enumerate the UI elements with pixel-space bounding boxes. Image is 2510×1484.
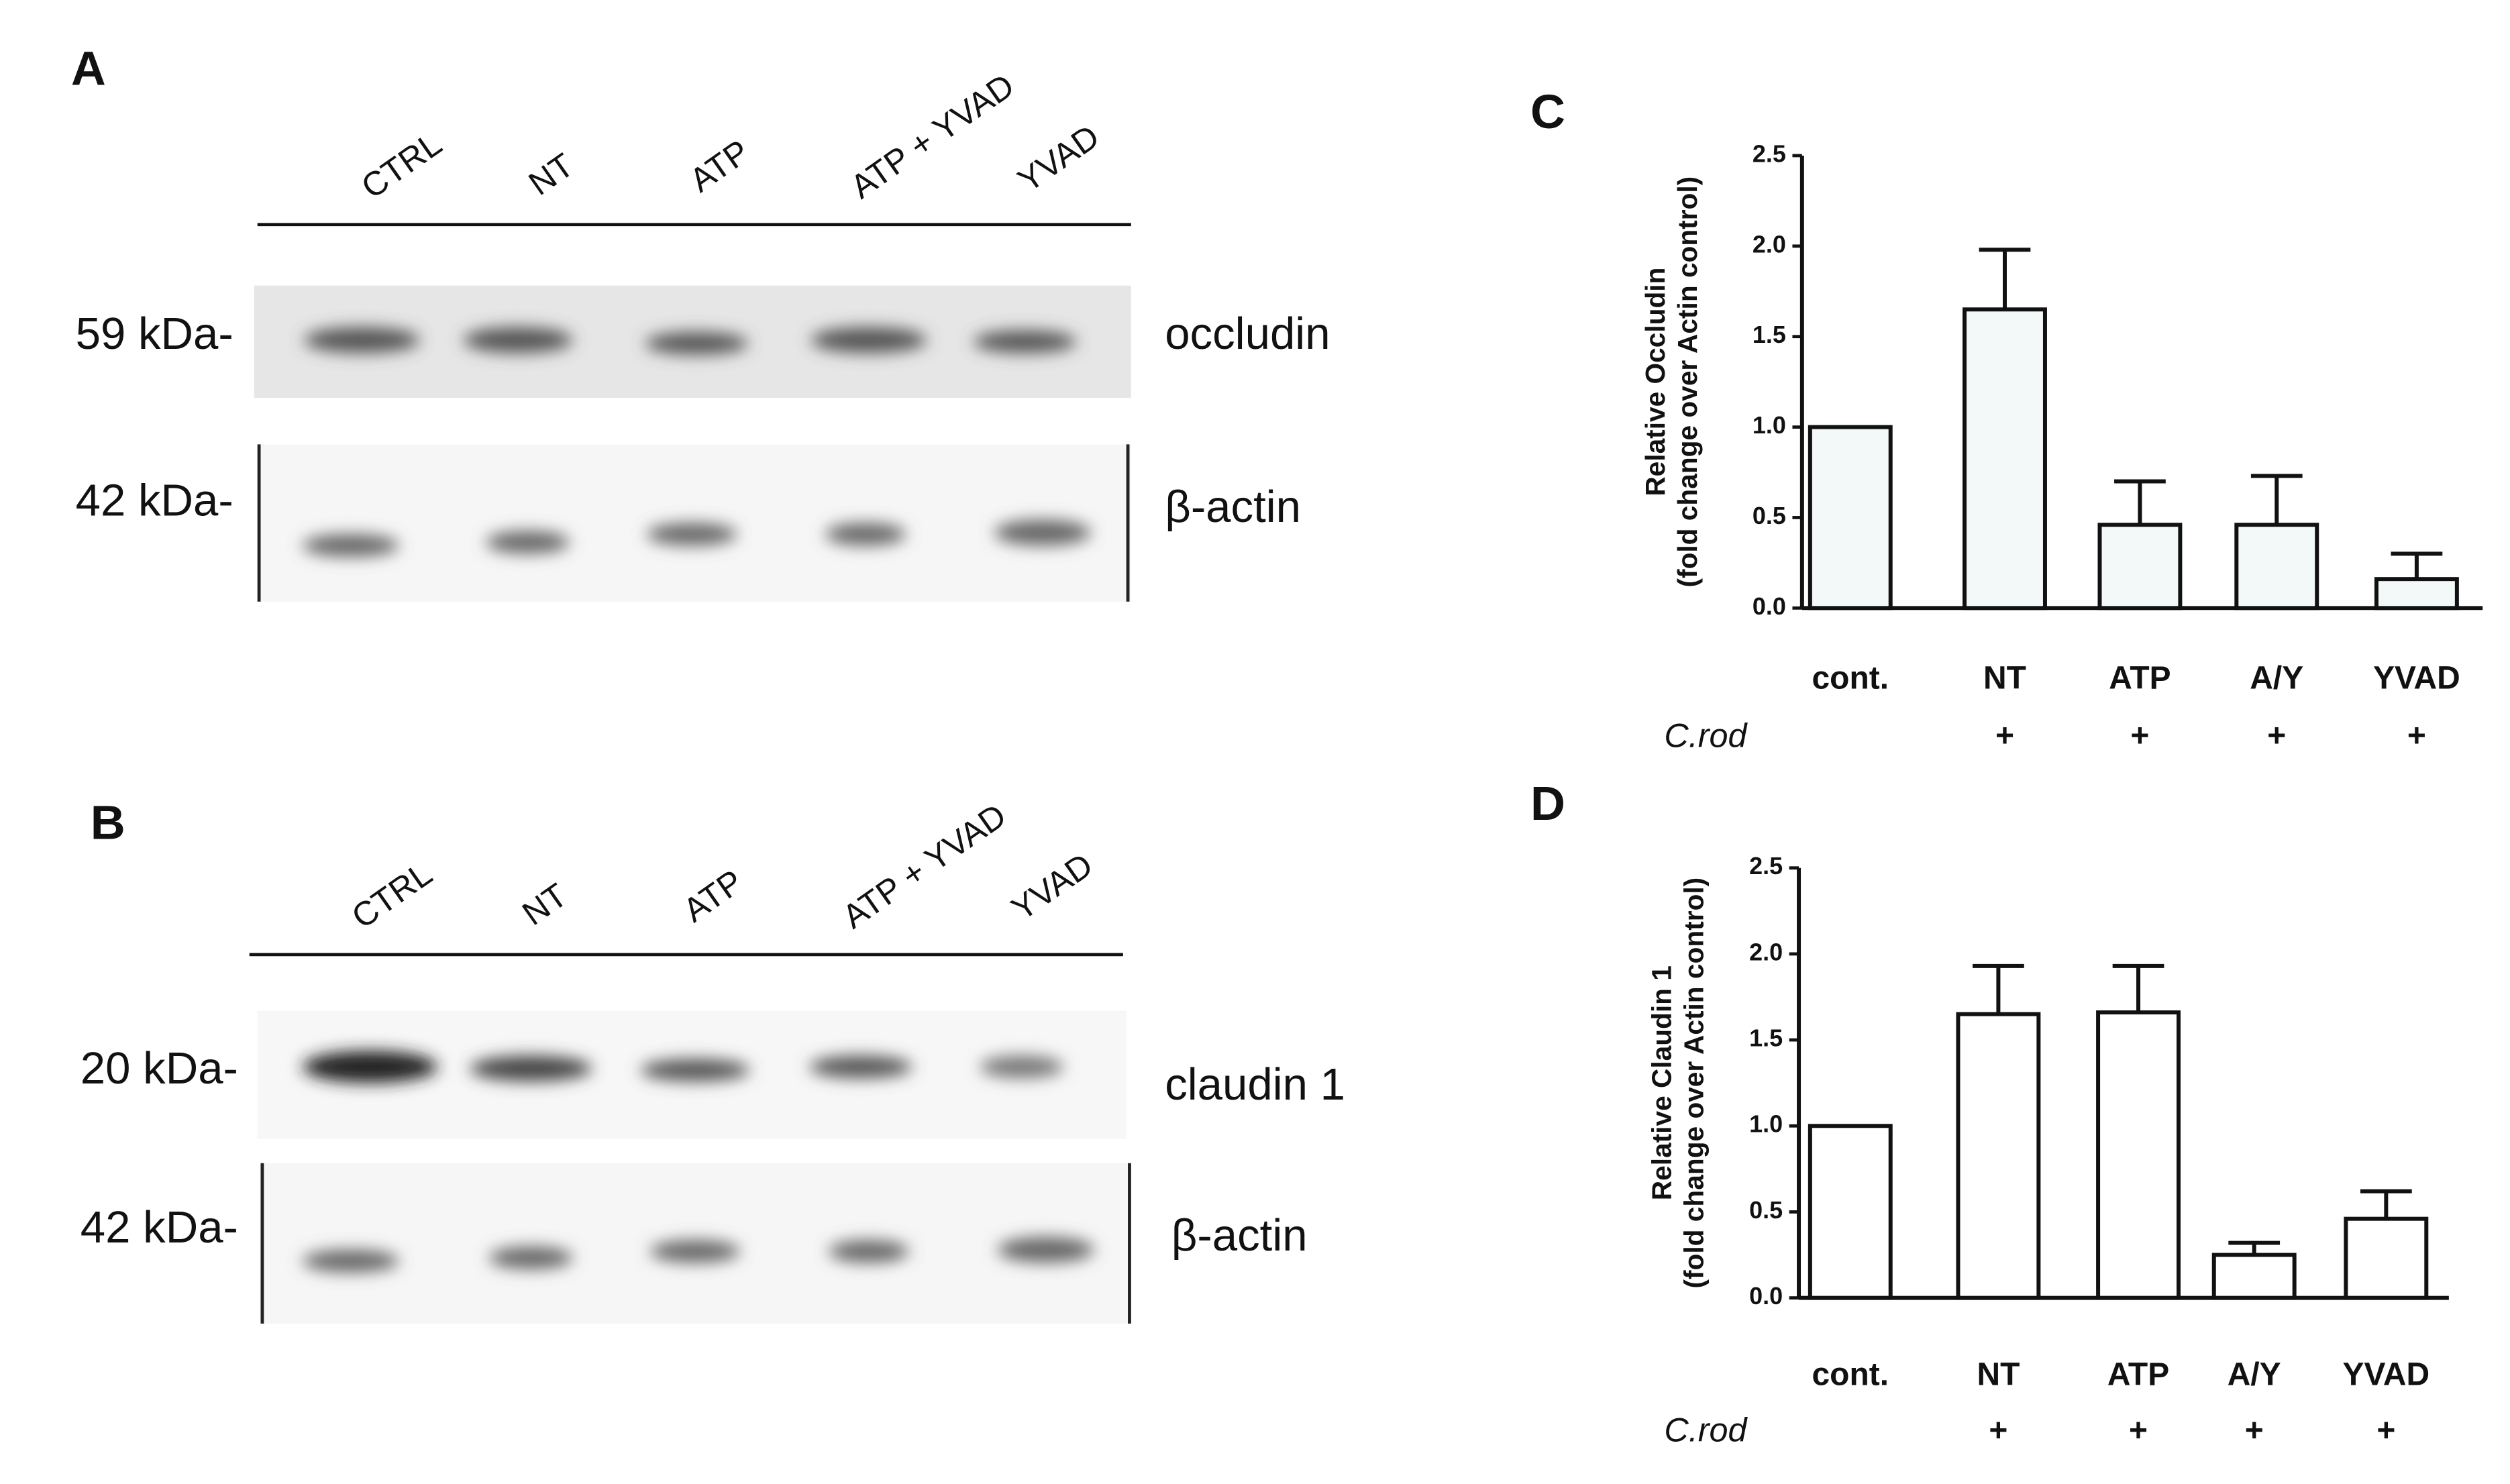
y-tick-label: 0.0	[1753, 592, 1786, 620]
bar	[2344, 1216, 2429, 1300]
x-tick-label: NT	[1977, 1357, 2020, 1392]
bar	[1963, 307, 2047, 611]
bar	[2211, 1253, 2297, 1300]
lane-label: ATP	[682, 132, 756, 199]
bar	[1956, 1012, 2041, 1300]
y-axis-title-line: Relative Claudin 1	[1646, 965, 1677, 1200]
x-tick-label: A/Y	[2228, 1357, 2281, 1392]
marker-label: 59 kDa-	[76, 309, 233, 359]
protein-label: occludin	[1165, 309, 1330, 359]
x-tick-label: cont.	[1812, 661, 1889, 696]
treatment-mark: +	[2129, 1413, 2148, 1448]
y-tick-label: 0.5	[1753, 502, 1786, 529]
lane-label: CTRL	[345, 854, 439, 936]
y-tick-label: 1.5	[1749, 1024, 1783, 1052]
x-tick-label: YVAD	[2373, 661, 2460, 696]
marker-label: 42 kDa-	[76, 476, 233, 526]
treatment-mark: +	[2130, 719, 2149, 754]
panel-label: B	[91, 796, 125, 850]
x-tick-label: A/Y	[2250, 661, 2303, 696]
treatment-mark: +	[2245, 1413, 2264, 1448]
y-tick-label: 2.5	[1753, 140, 1786, 167]
y-axis-title: Relative Occludin (fold change over Actin…	[1640, 176, 1703, 588]
y-tick-label: 1.0	[1753, 411, 1786, 439]
treatment-label: C.rod	[1664, 716, 1748, 754]
bar	[2234, 523, 2319, 611]
lane-label: YVAD	[1004, 845, 1100, 928]
bands	[302, 1051, 1064, 1083]
bands	[304, 327, 1077, 355]
y-tick-label: 1.5	[1753, 321, 1786, 348]
blot-strip	[257, 444, 1131, 602]
lane-label: ATP + YVAD	[835, 796, 1013, 936]
lane-label: ATP	[676, 862, 750, 929]
blot-a: CTRL NT ATP ATP + YVAD YVAD 59 kDa- 42 k…	[76, 66, 1330, 602]
marker-label: 20 kDa-	[81, 1043, 238, 1094]
treatment-mark: +	[2407, 719, 2426, 754]
bar	[1808, 1124, 1893, 1300]
lane-label: ATP + YVAD	[843, 66, 1021, 206]
y-tick-label: 0.5	[1749, 1196, 1783, 1224]
panel-label: A	[71, 42, 106, 96]
bands	[302, 1236, 1094, 1273]
treatment-label: C.rod	[1664, 1411, 1748, 1449]
x-tick-label: NT	[1983, 661, 2026, 696]
lane-label: YVAD	[1010, 117, 1106, 199]
bar-chart: 0.0 0.5 1.0 1.5 2.0 2.5 Relative Occludin (fold…	[1640, 140, 2483, 754]
treatment-mark: +	[1989, 1413, 2007, 1448]
marker-label: 42 kDa-	[81, 1202, 238, 1253]
bar-chart: 0.0 0.5 1.0 1.5 2.0 2.5 Relative Claudin 1 (fol…	[1646, 852, 2449, 1449]
panel-label: C	[1530, 85, 1565, 139]
bar	[2374, 577, 2459, 611]
blot-b: CTRL NT ATP ATP + YVAD YVAD 20 kDa- 42 k…	[81, 796, 1345, 1324]
protein-label: β-actin	[1171, 1210, 1308, 1261]
x-tick-label: cont.	[1812, 1357, 1889, 1392]
treatment-mark: +	[1995, 719, 2014, 754]
y-tick-label: 2.5	[1749, 852, 1783, 880]
panel-label: D	[1530, 777, 1565, 831]
y-axis-title: Relative Claudin 1 (fold change over Acti…	[1646, 878, 1709, 1289]
bar	[2096, 1010, 2181, 1300]
x-tick-label: ATP	[2107, 1357, 2169, 1392]
y-axis-title-line: Relative Occludin	[1640, 268, 1671, 496]
y-axis-title-line: (fold change over Actin control)	[1678, 878, 1709, 1289]
y-tick-label: 0.0	[1749, 1282, 1783, 1310]
protein-label: β-actin	[1165, 482, 1301, 532]
treatment-mark: +	[2267, 719, 2286, 754]
y-axis-title-line: (fold change over Actin control)	[1672, 176, 1703, 588]
lane-label: CTRL	[354, 124, 448, 206]
protein-label: claudin 1	[1165, 1059, 1345, 1110]
y-tick-label: 2.0	[1753, 230, 1786, 258]
y-tick-label: 1.0	[1749, 1110, 1783, 1138]
y-tick-label: 2.0	[1749, 938, 1783, 965]
bands	[302, 519, 1091, 557]
x-tick-label: YVAD	[2343, 1357, 2430, 1392]
x-tick-label: ATP	[2109, 661, 2171, 696]
lane-label: NT	[521, 146, 580, 203]
bar	[1808, 425, 1893, 611]
lane-label: NT	[515, 876, 574, 933]
treatment-mark: +	[2376, 1413, 2395, 1448]
bar	[2097, 523, 2183, 611]
